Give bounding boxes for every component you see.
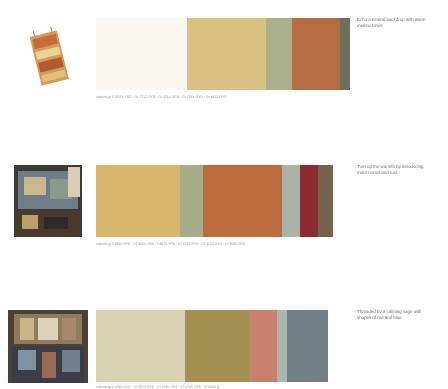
swatch [187, 18, 267, 90]
swatch [277, 310, 288, 382]
swatch [203, 165, 283, 237]
color-codes-1: colours:gr 0 GRFA YSD · Gr 7712-OYD · Gr… [96, 95, 227, 99]
swatch [185, 310, 249, 382]
swatch [96, 165, 181, 237]
palette-caption-2: Turn up the warmth by introducing more r… [357, 164, 424, 176]
swatch [249, 310, 278, 382]
swatch [317, 165, 334, 237]
swatch [291, 18, 340, 90]
swatch [180, 165, 204, 237]
swatch-bar-3 [96, 310, 351, 382]
color-codes-3: colours:gr 0 4240-OYD · 07 8970-RYD · 07… [96, 385, 220, 389]
swatch [96, 310, 186, 382]
color-codes-2: colours:gr 0 4810-RYD · 07 4020-YRA · 4 … [96, 242, 246, 246]
swatch [96, 18, 188, 90]
room-image-1 [28, 27, 70, 87]
swatch [339, 18, 350, 90]
room-image-3 [8, 310, 88, 383]
swatch [299, 165, 318, 237]
swatch-bar-2 [96, 165, 351, 237]
swatch [266, 18, 292, 90]
swatch [282, 165, 300, 237]
palette-caption-3: Threaded by a calming sage with shapes o… [357, 309, 422, 321]
swatch-bar-1 [96, 18, 350, 90]
room-image-2 [14, 165, 82, 237]
palette-caption-1: Echo a neutral backdrop with warm mellow… [357, 17, 426, 29]
swatch [287, 310, 329, 382]
